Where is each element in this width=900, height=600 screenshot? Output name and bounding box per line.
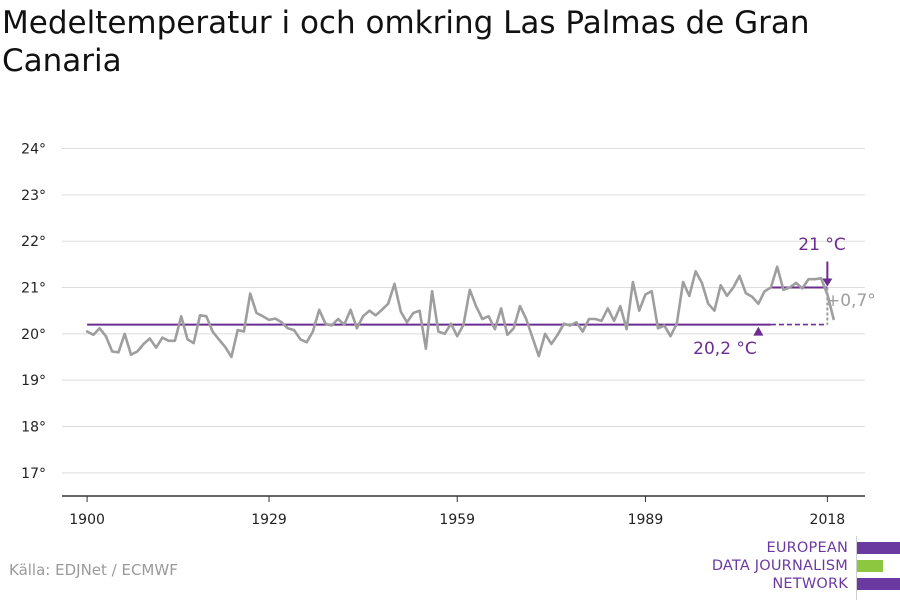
source-note: Källa: EDJNet / ECMWF — [9, 561, 178, 579]
logo-bar-green — [857, 560, 883, 572]
recent-average-label: 21 °C — [798, 235, 845, 255]
y-tick-label: 18° — [21, 420, 46, 436]
x-axis: 1900 1929 1959 1989 2018 — [62, 495, 865, 528]
logo-line-2: DATA JOURNALISM — [711, 558, 848, 574]
y-tick-label: 23° — [21, 188, 46, 204]
logo-line-1: EUROPEAN — [766, 540, 848, 556]
logo-bar-purple-bottom — [857, 578, 900, 590]
annotation-labels: 21 °C 20,2 °C +0,7° — [693, 235, 876, 359]
y-tick-label: 19° — [21, 373, 46, 389]
logo-line-3: NETWORK — [772, 576, 848, 592]
logo-divider — [856, 536, 857, 600]
x-tick-label: 1929 — [251, 512, 287, 528]
x-tick-label: 1959 — [439, 512, 475, 528]
series-group — [85, 265, 835, 359]
x-tick-label: 1900 — [69, 512, 105, 528]
logo-bar-purple-top — [857, 542, 900, 554]
gridlines — [62, 148, 865, 474]
y-axis-ticks: 17° 18° 19° 20° 21° 22° 23° 24° — [21, 142, 46, 482]
recent-pointer-head — [822, 278, 833, 287]
chart-title: Medeltemperatur i och omkring Las Palmas… — [2, 5, 810, 79]
edjnet-logo: EUROPEAN DATA JOURNALISM NETWORK — [700, 536, 900, 600]
temperature-series-line — [85, 265, 835, 359]
y-tick-label: 17° — [21, 466, 46, 482]
y-tick-label: 20° — [21, 327, 46, 343]
x-tick-label: 1989 — [628, 512, 664, 528]
y-tick-label: 21° — [21, 281, 46, 297]
difference-label: +0,7° — [826, 291, 876, 311]
x-tick-label: 2018 — [810, 512, 846, 528]
baseline-pointer — [753, 326, 764, 336]
y-tick-label: 24° — [21, 142, 46, 158]
baseline-average-label: 20,2 °C — [693, 339, 757, 359]
y-tick-label: 22° — [21, 234, 46, 250]
